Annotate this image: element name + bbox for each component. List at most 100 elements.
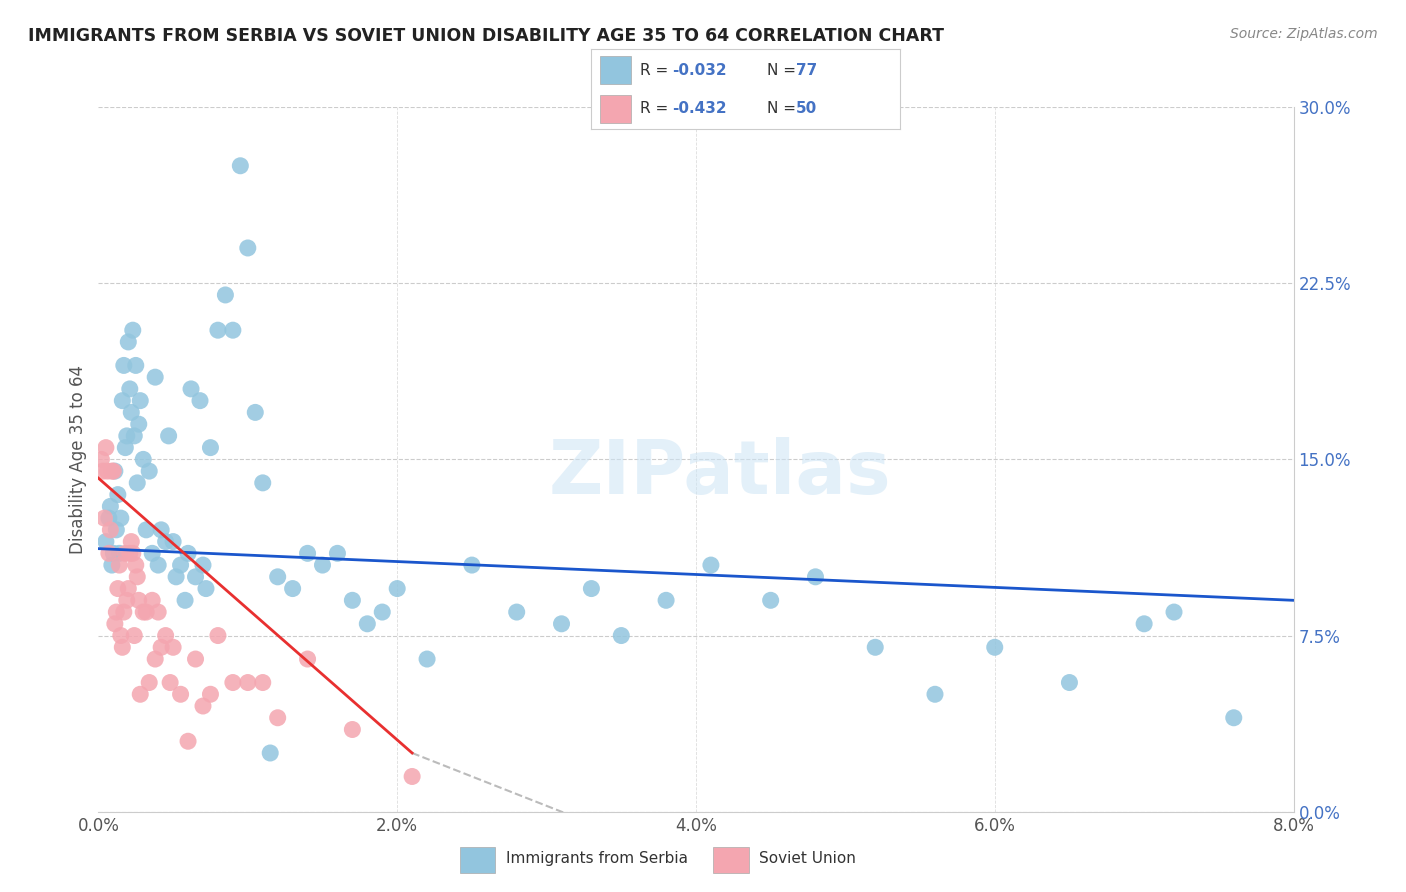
Text: 50: 50 bbox=[796, 102, 817, 116]
Point bbox=[121, 323, 143, 337]
Point bbox=[111, 393, 134, 408]
Text: N =: N = bbox=[766, 62, 800, 78]
Point bbox=[143, 652, 166, 666]
Point bbox=[184, 652, 207, 666]
Point bbox=[128, 417, 150, 432]
Point bbox=[326, 546, 349, 560]
Point bbox=[159, 675, 181, 690]
Text: R =: R = bbox=[640, 102, 673, 116]
Point bbox=[506, 605, 529, 619]
Bar bbox=[600, 56, 631, 85]
Point bbox=[236, 241, 259, 255]
Point bbox=[114, 546, 136, 560]
Point bbox=[107, 582, 129, 596]
Point bbox=[550, 616, 572, 631]
Point bbox=[461, 558, 484, 573]
Point bbox=[177, 734, 200, 748]
Point bbox=[191, 558, 214, 573]
Point bbox=[356, 616, 378, 631]
Point bbox=[138, 675, 160, 690]
Point bbox=[110, 628, 132, 642]
Point bbox=[101, 558, 124, 573]
Point bbox=[127, 475, 149, 490]
Point bbox=[200, 687, 222, 701]
Point bbox=[267, 711, 290, 725]
Point bbox=[174, 593, 197, 607]
Point bbox=[115, 593, 138, 607]
Text: N =: N = bbox=[766, 102, 800, 116]
Point bbox=[924, 687, 946, 701]
Text: Immigrants from Serbia: Immigrants from Serbia bbox=[506, 851, 688, 866]
Point bbox=[222, 675, 245, 690]
Point bbox=[135, 523, 157, 537]
Text: Soviet Union: Soviet Union bbox=[759, 851, 856, 866]
Point bbox=[207, 323, 229, 337]
Point bbox=[195, 582, 218, 596]
Point bbox=[94, 441, 117, 455]
Point bbox=[115, 429, 138, 443]
Point bbox=[143, 370, 166, 384]
Point bbox=[90, 452, 112, 467]
Point bbox=[141, 593, 163, 607]
Point bbox=[200, 441, 222, 455]
Point bbox=[125, 359, 148, 373]
Bar bbox=[600, 95, 631, 123]
Point bbox=[222, 323, 245, 337]
Point bbox=[94, 534, 117, 549]
Point bbox=[124, 429, 146, 443]
Point bbox=[281, 582, 304, 596]
Point bbox=[132, 605, 155, 619]
Point bbox=[700, 558, 723, 573]
Point bbox=[121, 546, 143, 560]
Point bbox=[105, 523, 128, 537]
Point bbox=[759, 593, 782, 607]
Point bbox=[117, 334, 139, 349]
Text: -0.032: -0.032 bbox=[672, 62, 727, 78]
Point bbox=[91, 464, 114, 478]
Point bbox=[110, 511, 132, 525]
Y-axis label: Disability Age 35 to 64: Disability Age 35 to 64 bbox=[69, 365, 87, 554]
Point bbox=[141, 546, 163, 560]
Point bbox=[105, 605, 128, 619]
Point bbox=[180, 382, 202, 396]
Point bbox=[252, 675, 274, 690]
Point bbox=[1223, 711, 1246, 725]
Point bbox=[297, 652, 319, 666]
Point bbox=[1059, 675, 1081, 690]
Point bbox=[155, 534, 177, 549]
Text: R =: R = bbox=[640, 62, 673, 78]
Point bbox=[371, 605, 394, 619]
Point bbox=[1133, 616, 1156, 631]
Point bbox=[124, 628, 146, 642]
Point bbox=[655, 593, 678, 607]
Point bbox=[804, 570, 827, 584]
Point bbox=[118, 382, 141, 396]
Point bbox=[148, 558, 170, 573]
Point bbox=[191, 699, 214, 714]
Point bbox=[101, 464, 124, 478]
Point bbox=[169, 558, 191, 573]
Point bbox=[150, 640, 173, 655]
Point bbox=[120, 534, 142, 549]
Point bbox=[138, 464, 160, 478]
Point bbox=[416, 652, 439, 666]
Point bbox=[342, 723, 364, 737]
Point bbox=[184, 570, 207, 584]
Point bbox=[132, 452, 155, 467]
Point bbox=[169, 687, 191, 701]
Point bbox=[165, 570, 187, 584]
Point bbox=[98, 523, 122, 537]
Point bbox=[177, 546, 200, 560]
Point bbox=[188, 393, 211, 408]
Point bbox=[108, 546, 131, 560]
Point bbox=[114, 441, 136, 455]
Point bbox=[229, 159, 252, 173]
Point bbox=[581, 582, 603, 596]
Point bbox=[155, 628, 177, 642]
Point bbox=[297, 546, 319, 560]
Point bbox=[103, 546, 125, 560]
Point bbox=[129, 393, 152, 408]
Point bbox=[125, 558, 148, 573]
Point bbox=[252, 475, 274, 490]
Point bbox=[96, 464, 118, 478]
